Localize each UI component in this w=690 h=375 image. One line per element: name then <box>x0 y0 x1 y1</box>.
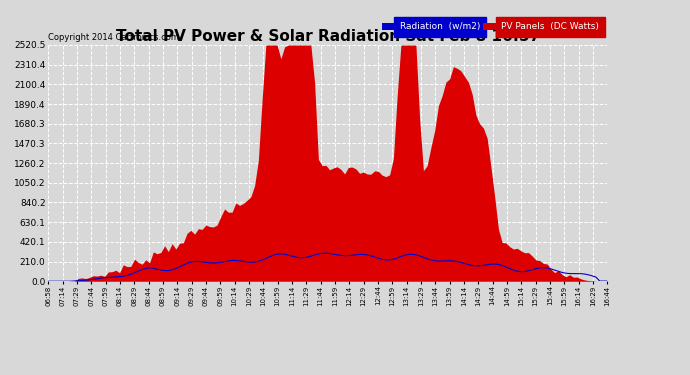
Text: Copyright 2014 Cartronics.com: Copyright 2014 Cartronics.com <box>48 33 179 42</box>
Title: Total PV Power & Solar Radiation Sat Feb 8 16:57: Total PV Power & Solar Radiation Sat Feb… <box>116 29 540 44</box>
Legend: Radiation  (w/m2), PV Panels  (DC Watts): Radiation (w/m2), PV Panels (DC Watts) <box>378 19 602 35</box>
